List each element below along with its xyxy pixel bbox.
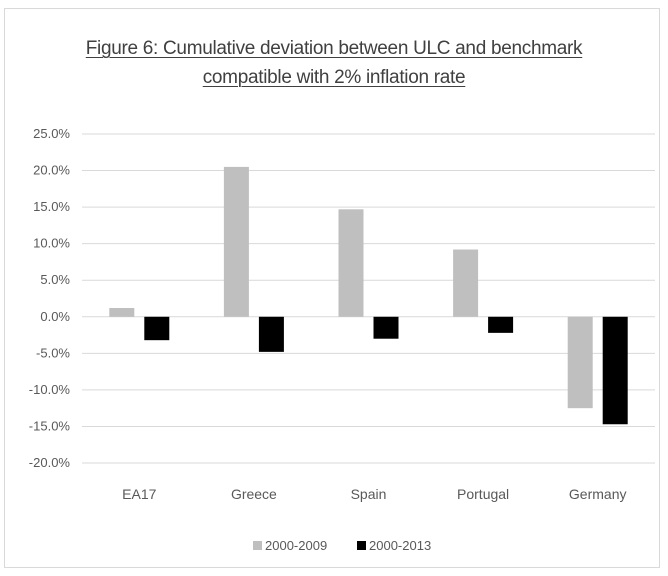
category-label: Spain: [351, 486, 387, 502]
gridlines: [82, 133, 655, 464]
category-label: Greece: [231, 486, 277, 502]
category-label: Germany: [569, 486, 627, 502]
category-labels: EA17 Greece Spain Portugal Germany: [122, 486, 626, 502]
bar-2000-2009-Portugal: [453, 249, 479, 317]
bar-2000-2013-Germany: [602, 316, 628, 425]
legend-swatch-2000-2009: [253, 541, 262, 550]
bar-2000-2009-Greece: [223, 166, 249, 317]
bar-2000-2009-Spain: [338, 209, 364, 317]
y-tick-label: 15.0%: [33, 199, 70, 214]
legend: 2000-2009 2000-2013: [253, 538, 431, 553]
y-tick-label: -15.0%: [29, 418, 71, 433]
y-tick-label: 20.0%: [33, 163, 70, 178]
bar-2000-2013-Greece: [258, 316, 284, 352]
category-label: Portugal: [457, 486, 509, 502]
bar-2000-2013-EA17: [144, 316, 170, 341]
legend-swatch-2000-2013: [357, 541, 366, 550]
y-tick-label: 10.0%: [33, 236, 70, 251]
y-axis-tick-labels: 25.0% 20.0% 15.0% 10.0% 5.0% 0.0% -5.0% -10.0% -…: [29, 126, 71, 470]
y-tick-label: 0.0%: [40, 309, 70, 324]
bar-2000-2013-Spain: [373, 316, 399, 339]
chart-title-line-1: Figure 6: Cumulative deviation between U…: [85, 38, 583, 59]
bars: [109, 166, 628, 425]
bar-2000-2009-Germany: [567, 316, 593, 409]
category-label: EA17: [122, 486, 156, 502]
y-tick-label: -20.0%: [29, 455, 71, 470]
y-tick-label: 5.0%: [40, 272, 70, 287]
chart-title-line-2: compatible with 2% inflation rate: [202, 67, 466, 88]
chart-frame: [4, 8, 660, 568]
y-tick-label: -10.0%: [29, 382, 71, 397]
y-tick-label: -5.0%: [36, 345, 70, 360]
bar-2000-2013-Portugal: [488, 316, 514, 333]
legend-label-2000-2009: 2000-2009: [265, 538, 327, 553]
y-tick-label: 25.0%: [33, 126, 70, 141]
bar-2000-2009-EA17: [109, 308, 135, 317]
chart-title: Figure 6: Cumulative deviation between U…: [0, 34, 668, 92]
legend-label-2000-2013: 2000-2013: [369, 538, 431, 553]
